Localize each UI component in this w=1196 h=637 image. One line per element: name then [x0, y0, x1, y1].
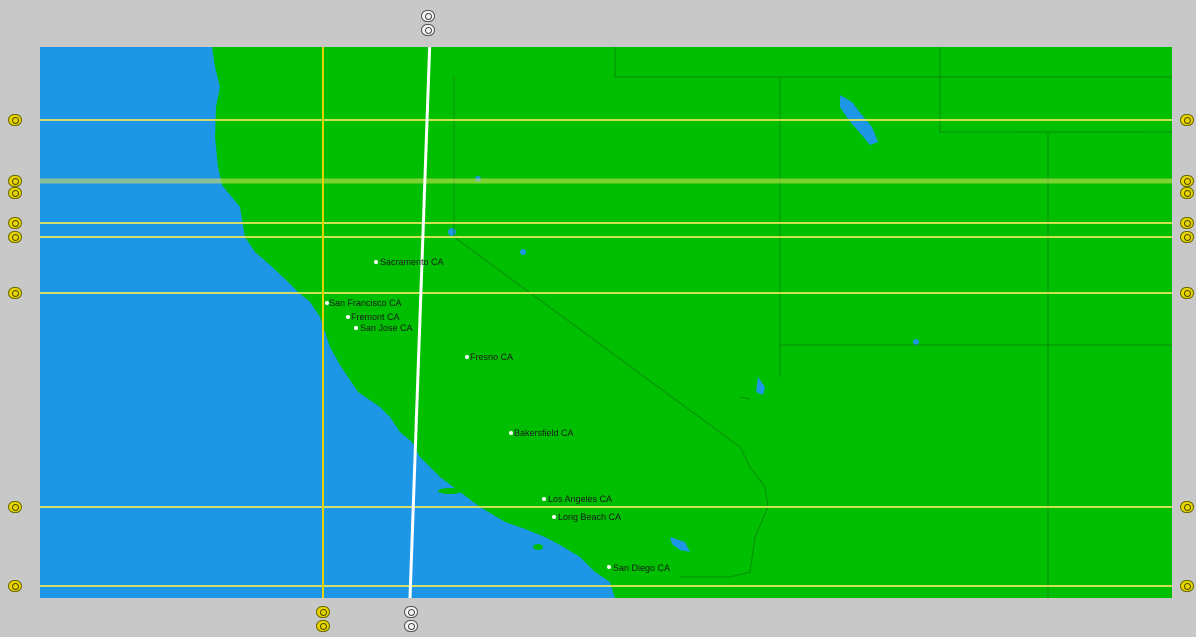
land-mass — [212, 47, 1172, 598]
yellow-line-handle-icon[interactable] — [1180, 175, 1194, 187]
yellow-line-handle-icon[interactable] — [1180, 114, 1194, 126]
white-line-handle-icon[interactable] — [421, 24, 435, 36]
yellow-line-handle-icon[interactable] — [8, 114, 22, 126]
yellow-line-handle-icon[interactable] — [8, 217, 22, 229]
map-canvas[interactable]: Sacramento CA San Francisco CA Fremont C… — [40, 47, 1172, 598]
city-label: Fresno CA — [470, 352, 513, 362]
city-label: Sacramento CA — [380, 257, 444, 267]
lake — [520, 249, 526, 255]
city-fresno[interactable]: Fresno CA — [465, 352, 513, 362]
yellow-line-handle-icon[interactable] — [8, 231, 22, 243]
island — [533, 544, 543, 550]
city-label: San Francisco CA — [329, 298, 402, 308]
city-san-jose[interactable]: San Jose CA — [354, 323, 413, 333]
yellow-line-handle-icon[interactable] — [1180, 287, 1194, 299]
white-line-handle-icon[interactable] — [404, 606, 418, 618]
city-los-angeles[interactable]: Los Angeles CA — [542, 494, 612, 504]
white-line-handle-icon[interactable] — [421, 10, 435, 22]
white-meridian-line[interactable] — [408, 47, 432, 598]
lake — [670, 537, 690, 552]
yellow-line-handle-icon[interactable] — [8, 187, 22, 199]
lake — [756, 377, 765, 395]
white-line-handle-icon[interactable] — [404, 620, 418, 632]
yellow-line-handle-icon[interactable] — [8, 580, 22, 592]
city-long-beach[interactable]: Long Beach CA — [552, 512, 621, 522]
yellow-line-handle-icon[interactable] — [8, 287, 22, 299]
yellow-line-handle-icon[interactable] — [8, 175, 22, 187]
yellow-line-handle-icon[interactable] — [1180, 501, 1194, 513]
city-label: Long Beach CA — [558, 512, 621, 522]
city-markers: Sacramento CA San Francisco CA Fremont C… — [325, 257, 670, 573]
city-san-francisco[interactable]: San Francisco CA — [325, 298, 402, 308]
city-fremont[interactable]: Fremont CA — [346, 312, 400, 322]
city-label: San Jose CA — [360, 323, 413, 333]
yellow-line-handle-icon[interactable] — [1180, 187, 1194, 199]
island — [501, 514, 519, 520]
yellow-line-handle-icon[interactable] — [8, 501, 22, 513]
yellow-line-handle-icon[interactable] — [1180, 217, 1194, 229]
yellow-line-handle-icon[interactable] — [316, 620, 330, 632]
city-label: Los Angeles CA — [548, 494, 612, 504]
lake — [448, 228, 456, 236]
island — [438, 488, 462, 494]
grid-lines — [40, 119, 1172, 587]
city-label: Bakersfield CA — [514, 428, 574, 438]
city-label: Fremont CA — [351, 312, 400, 322]
yellow-line-handle-icon[interactable] — [1180, 231, 1194, 243]
yellow-line-handle-icon[interactable] — [316, 606, 330, 618]
yellow-line-handle-icon[interactable] — [1180, 580, 1194, 592]
city-san-diego[interactable]: San Diego CA — [607, 563, 670, 573]
city-label: San Diego CA — [613, 563, 670, 573]
city-sacramento[interactable]: Sacramento CA — [374, 257, 444, 267]
lake — [913, 339, 919, 345]
city-bakersfield[interactable]: Bakersfield CA — [509, 428, 574, 438]
